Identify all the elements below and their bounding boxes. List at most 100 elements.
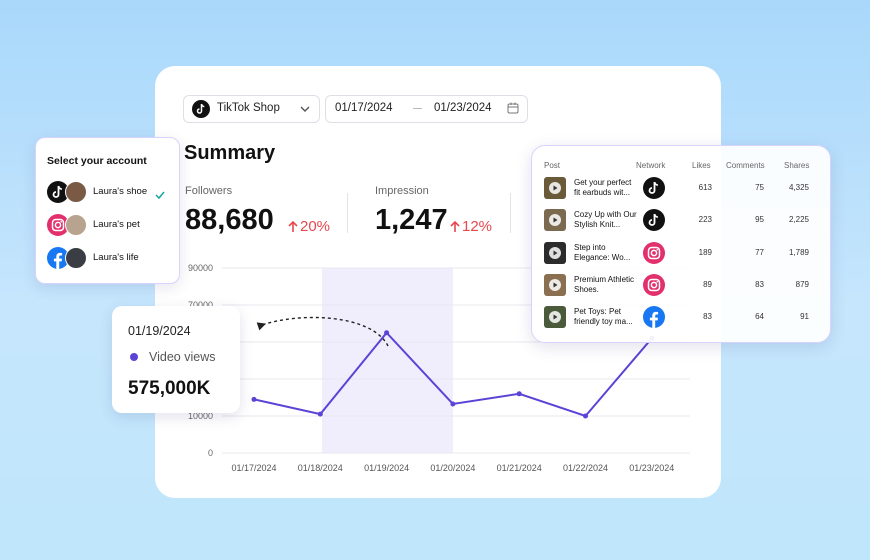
up-arrow bbox=[288, 220, 298, 232]
column-header: Likes bbox=[692, 161, 711, 170]
calendar-icon bbox=[507, 102, 519, 114]
shop-dropdown[interactable]: TikTok Shop bbox=[183, 95, 320, 123]
y-tick-label: 90000 bbox=[188, 263, 213, 273]
tiktok-icon bbox=[47, 181, 69, 203]
account-name: Laura's life bbox=[93, 252, 139, 263]
facebook-icon bbox=[47, 247, 69, 269]
likes: 223 bbox=[698, 215, 712, 225]
legend-dot bbox=[130, 353, 138, 361]
data-point bbox=[384, 330, 390, 336]
check bbox=[155, 191, 165, 200]
data-point bbox=[583, 413, 588, 419]
network-icon bbox=[47, 247, 69, 269]
likes: 89 bbox=[703, 279, 712, 289]
post-thumbnail bbox=[544, 306, 566, 329]
play-icon bbox=[549, 278, 561, 291]
metric-change: 12% bbox=[450, 218, 492, 235]
shop-name: TikTok Shop bbox=[217, 102, 280, 114]
column-header: Shares bbox=[784, 161, 810, 170]
network-icon bbox=[643, 209, 665, 232]
network-icon bbox=[47, 181, 69, 203]
play-icon bbox=[549, 311, 561, 324]
facebook-icon bbox=[643, 306, 665, 329]
x-tick-label: 01/18/2024 bbox=[298, 463, 343, 473]
likes: 83 bbox=[703, 312, 712, 322]
metric-value: 1,247 bbox=[375, 204, 448, 236]
x-tick-label: 01/20/2024 bbox=[430, 463, 475, 473]
shares: 2,225 bbox=[788, 215, 809, 225]
highlight-band bbox=[322, 268, 453, 453]
divider bbox=[510, 193, 511, 233]
change-value: 20% bbox=[300, 218, 331, 235]
avatar bbox=[65, 214, 87, 236]
tooltip-value: 575,000K bbox=[128, 378, 211, 399]
account-name: Laura's pet bbox=[93, 219, 140, 230]
play-icon bbox=[549, 246, 561, 259]
column-header: Comments bbox=[726, 161, 765, 170]
network-icon bbox=[47, 214, 69, 236]
play-icon bbox=[549, 182, 561, 194]
post-title: Get your perfect fit earbuds wit... bbox=[574, 178, 632, 197]
dash bbox=[413, 108, 422, 109]
metric-label: Followers bbox=[185, 185, 233, 197]
up-arrow bbox=[450, 220, 460, 232]
metric-change: 20% bbox=[288, 218, 330, 235]
tooltip-label: Video views bbox=[149, 350, 216, 364]
instagram-icon bbox=[47, 214, 69, 236]
likes: 189 bbox=[698, 247, 712, 257]
network-icon bbox=[643, 306, 665, 329]
network-icon bbox=[643, 273, 665, 296]
avatar bbox=[65, 181, 87, 203]
y-tick-label: 0 bbox=[208, 448, 213, 458]
network-icon bbox=[643, 177, 665, 199]
date-end: 01/23/2024 bbox=[434, 102, 492, 114]
shares: 879 bbox=[795, 279, 809, 289]
post-title: Pet Toys: Pet friendly toy ma... bbox=[574, 307, 633, 327]
tiktok-icon bbox=[643, 177, 665, 199]
x-tick-label: 01/21/2024 bbox=[497, 463, 542, 473]
check-icon bbox=[155, 187, 165, 200]
x-tick-label: 01/17/2024 bbox=[231, 463, 276, 473]
data-point bbox=[251, 396, 257, 402]
column-header: Network bbox=[636, 161, 666, 170]
shares: 1,789 bbox=[788, 247, 809, 257]
date-range[interactable]: 01/17/2024 01/23/2024 bbox=[325, 95, 528, 123]
x-tick-label: 01/23/2024 bbox=[629, 463, 674, 473]
comments: 83 bbox=[755, 279, 764, 289]
chart-tooltip: 01/19/2024 Video views 575,000K bbox=[112, 306, 240, 413]
tooltip-date: 01/19/2024 bbox=[128, 324, 191, 338]
metric-label: Impression bbox=[375, 185, 429, 197]
tiktok-icon bbox=[643, 209, 665, 232]
data-point bbox=[516, 391, 522, 397]
y-tick-label: 10000 bbox=[188, 411, 213, 421]
chevron bbox=[300, 106, 310, 112]
instagram-icon bbox=[643, 273, 665, 296]
comments: 95 bbox=[755, 215, 764, 225]
comments: 75 bbox=[755, 183, 764, 192]
change-value: 12% bbox=[462, 218, 493, 235]
account-title: Select your account bbox=[47, 155, 147, 167]
comments: 64 bbox=[755, 312, 764, 322]
y-tick-label: 70000 bbox=[188, 300, 213, 310]
data-point bbox=[317, 411, 323, 417]
post-thumbnail bbox=[544, 177, 566, 199]
post-thumbnail bbox=[544, 241, 566, 264]
comments: 77 bbox=[755, 247, 764, 257]
x-tick-label: 01/22/2024 bbox=[563, 463, 608, 473]
column-header: Post bbox=[544, 161, 561, 170]
summary-title: Summary bbox=[184, 142, 276, 164]
shares: 91 bbox=[800, 312, 809, 322]
posts-table: Post Network Likes Comments Shares Get your p… bbox=[531, 145, 831, 343]
metric-value: 88,680 bbox=[185, 204, 274, 236]
play-icon bbox=[549, 214, 561, 227]
tiktok-icon bbox=[192, 100, 210, 118]
post-title: Premium Athletic Shoes. bbox=[574, 274, 635, 294]
likes: 613 bbox=[698, 183, 712, 192]
post-title: Cozy Up with Our Stylish Knit... bbox=[574, 210, 637, 230]
post-thumbnail bbox=[544, 209, 566, 232]
network-icon bbox=[643, 241, 665, 264]
x-tick-label: 01/19/2024 bbox=[364, 463, 409, 473]
account-card: Select your account Laura's shoe Laura's … bbox=[35, 137, 180, 284]
